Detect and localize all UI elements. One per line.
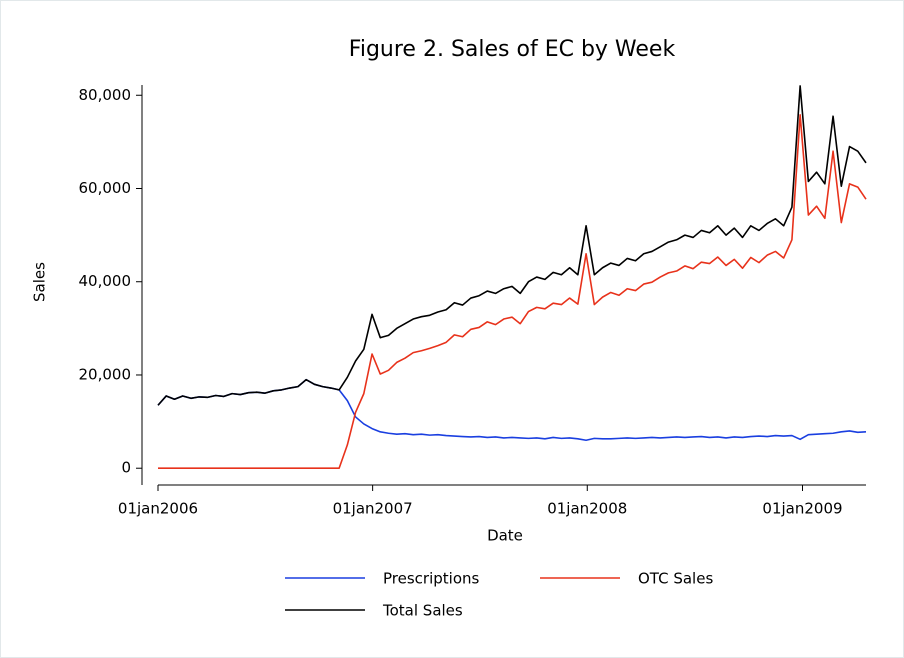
- chart-title: Figure 2. Sales of EC by Week: [349, 37, 676, 62]
- x-tick-label: 01jan2008: [547, 500, 627, 518]
- x-tick-label: 01jan2006: [118, 500, 198, 518]
- legend-label: Total Sales: [382, 602, 463, 620]
- y-tick-label: 60,000: [79, 179, 132, 197]
- y-tick-label: 0: [121, 459, 131, 477]
- x-tick-label: 01jan2009: [762, 500, 842, 518]
- series-line: [157, 85, 867, 406]
- y-axis-title: Sales: [31, 262, 49, 302]
- legend-label: Prescriptions: [383, 570, 479, 588]
- y-tick-label: 40,000: [79, 272, 132, 290]
- legend-label: OTC Sales: [638, 570, 713, 588]
- series-line: [158, 114, 867, 470]
- y-tick-label: 20,000: [79, 365, 132, 383]
- x-axis-title: Date: [487, 527, 523, 545]
- y-tick-label: 80,000: [79, 86, 132, 104]
- x-tick-label: 01jan2007: [333, 500, 413, 518]
